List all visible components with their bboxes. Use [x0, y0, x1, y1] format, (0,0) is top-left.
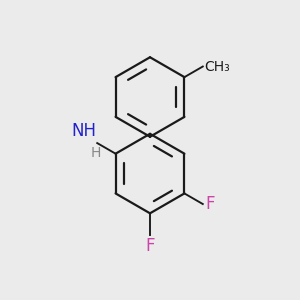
Text: H: H	[90, 146, 101, 160]
Text: CH₃: CH₃	[205, 59, 230, 74]
Text: NH: NH	[71, 122, 96, 140]
Text: F: F	[145, 237, 155, 255]
Text: F: F	[205, 195, 214, 213]
